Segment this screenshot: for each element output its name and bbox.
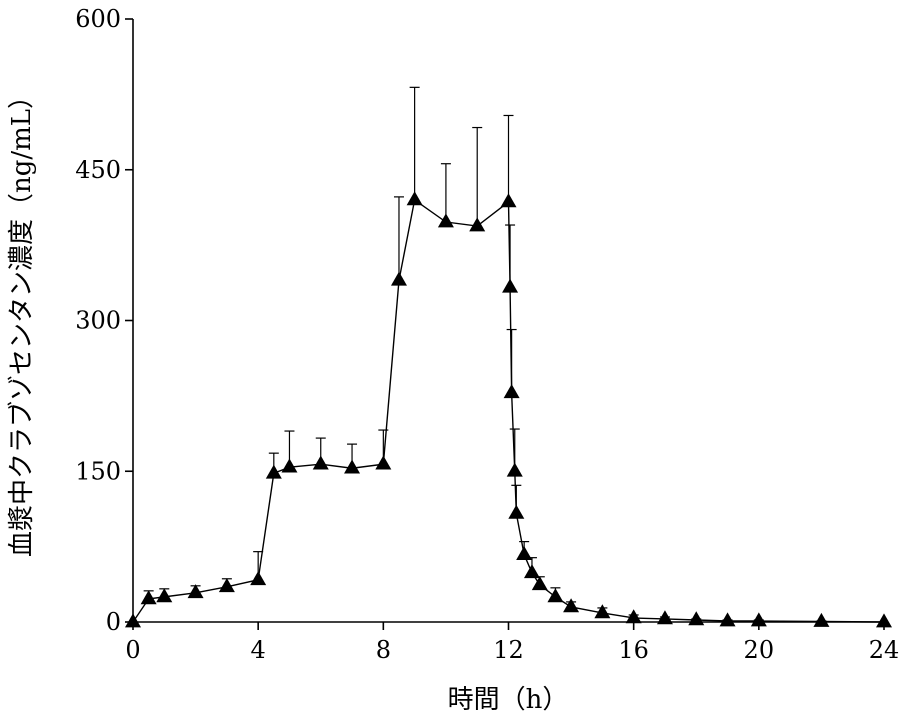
- y-axis-title: 血漿中クラブゾセンタン濃度（ng/mL）: [7, 83, 37, 557]
- data-point: [688, 611, 705, 626]
- x-tick-label: 12: [493, 636, 524, 664]
- series-line-group: [132, 198, 885, 623]
- data-point: [281, 458, 298, 473]
- data-point: [500, 193, 517, 208]
- data-point: [265, 464, 282, 479]
- data-point: [156, 588, 173, 603]
- error-bars: [143, 86, 827, 622]
- y-tick-label: 300: [75, 307, 121, 335]
- data-point: [563, 598, 580, 613]
- x-tick-label: 20: [744, 636, 775, 664]
- data-point: [506, 462, 523, 477]
- data-point: [469, 217, 486, 232]
- axes: [132, 19, 884, 623]
- y-tick-label: 450: [75, 156, 121, 184]
- x-tick-label: 8: [376, 636, 391, 664]
- x-axis-title: 時間（h）: [448, 685, 569, 715]
- data-point: [437, 213, 454, 228]
- x-tick-label: 16: [618, 636, 649, 664]
- data-point: [344, 459, 361, 474]
- data-point: [140, 590, 157, 605]
- data-point: [656, 610, 673, 625]
- x-tick-label: 24: [869, 636, 900, 664]
- data-points: [125, 191, 892, 628]
- data-point: [508, 504, 525, 519]
- data-point: [547, 588, 564, 603]
- x-tick-label: 0: [125, 636, 140, 664]
- x-ticks: 0 4 8 12 16 20 24: [125, 622, 899, 664]
- y-tick-label: 600: [75, 5, 121, 33]
- data-point: [625, 609, 642, 624]
- data-point: [218, 578, 235, 593]
- data-point: [523, 564, 540, 579]
- data-point: [594, 604, 611, 619]
- data-point: [876, 613, 892, 628]
- data-point: [502, 278, 519, 293]
- data-point: [312, 455, 329, 470]
- y-tick-label: 0: [106, 608, 121, 636]
- data-point: [375, 455, 392, 470]
- x-tick-label: 4: [251, 636, 266, 664]
- data-point: [531, 576, 548, 591]
- y-tick-label: 150: [75, 457, 121, 485]
- data-point: [187, 584, 204, 599]
- data-point: [750, 612, 767, 627]
- data-point: [406, 191, 423, 206]
- data-point: [813, 612, 830, 627]
- data-point: [390, 271, 407, 286]
- data-point: [503, 384, 520, 399]
- data-point: [719, 612, 736, 627]
- data-point: [516, 545, 533, 560]
- series-line: [132, 198, 885, 623]
- y-ticks: 0 150 300 450 600: [75, 5, 133, 636]
- data-point: [250, 571, 267, 586]
